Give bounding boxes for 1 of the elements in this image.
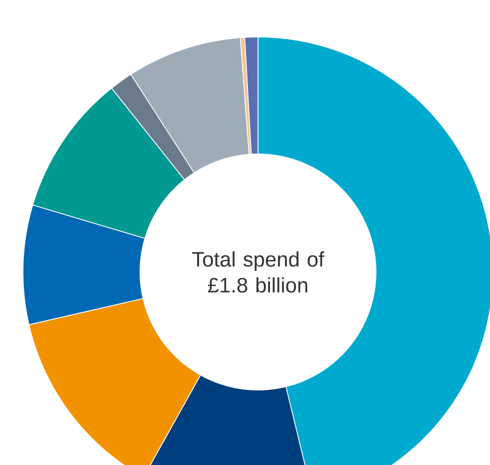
text: Total spend of £1.8 billion bbox=[192, 251, 324, 293]
